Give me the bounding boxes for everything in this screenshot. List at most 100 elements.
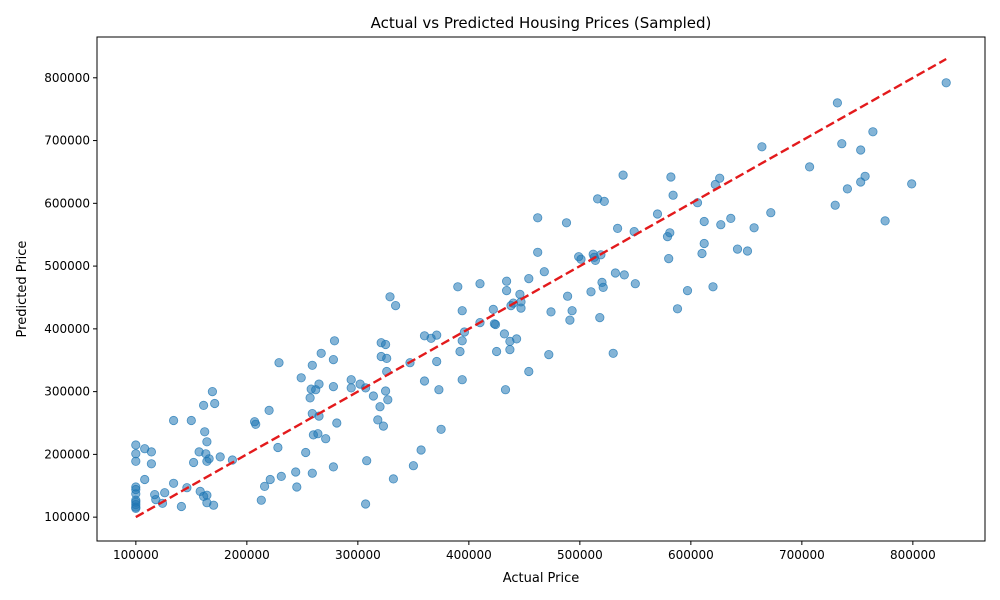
data-point xyxy=(586,287,596,297)
data-point xyxy=(490,319,501,330)
data-point xyxy=(699,238,709,249)
data-point xyxy=(329,336,340,346)
data-point xyxy=(666,172,676,182)
x-tick-label: 700000 xyxy=(779,548,825,562)
data-point xyxy=(672,304,683,314)
data-point xyxy=(610,268,621,278)
data-point xyxy=(488,304,498,314)
data-point xyxy=(328,462,338,472)
data-point xyxy=(880,216,890,226)
data-point xyxy=(682,285,693,296)
data-point xyxy=(189,457,199,468)
data-point xyxy=(664,254,674,264)
data-point xyxy=(842,184,853,194)
data-point xyxy=(169,415,179,426)
data-point xyxy=(301,447,311,458)
data-point xyxy=(308,430,318,440)
data-point xyxy=(378,421,388,431)
data-point xyxy=(598,282,608,292)
data-point xyxy=(434,385,444,395)
data-point xyxy=(567,306,577,316)
data-point xyxy=(662,232,673,242)
data-point xyxy=(562,291,573,301)
data-point xyxy=(373,415,383,425)
y-tick-label: 800000 xyxy=(44,71,90,85)
data-point xyxy=(382,353,392,363)
data-point xyxy=(491,346,502,357)
data-point xyxy=(766,208,776,218)
data-point xyxy=(524,366,534,377)
y-tick-label: 700000 xyxy=(44,134,90,148)
data-point xyxy=(726,213,736,223)
data-point xyxy=(742,246,753,256)
data-point xyxy=(837,139,847,149)
data-point xyxy=(362,456,372,466)
reference-line xyxy=(135,57,947,519)
data-point xyxy=(907,179,917,189)
x-tick-label: 100000 xyxy=(113,548,159,562)
data-point xyxy=(599,196,609,206)
data-point xyxy=(328,381,338,392)
y-tick-label: 100000 xyxy=(44,510,90,524)
data-point xyxy=(375,402,385,412)
x-tick-label: 800000 xyxy=(890,548,936,562)
data-point xyxy=(856,177,866,187)
x-tick-label: 600000 xyxy=(668,548,714,562)
y-tick-label: 200000 xyxy=(44,447,90,461)
y-axis-ticks: 100000 200000 300000 400000 500000 600000 7000… xyxy=(44,71,97,524)
data-point xyxy=(804,162,815,172)
data-point xyxy=(561,218,572,228)
data-point xyxy=(276,471,286,481)
data-point xyxy=(941,78,951,88)
data-point xyxy=(668,190,678,200)
data-point xyxy=(200,427,210,437)
data-point xyxy=(576,254,586,264)
data-point xyxy=(608,348,618,358)
y-tick-label: 400000 xyxy=(44,322,90,336)
data-point xyxy=(544,349,554,360)
data-point xyxy=(305,393,315,403)
data-point xyxy=(176,501,186,512)
data-point xyxy=(715,173,725,183)
y-tick-label: 600000 xyxy=(44,196,90,210)
data-point xyxy=(457,375,467,385)
data-point xyxy=(595,312,605,323)
data-point xyxy=(146,447,156,457)
data-point xyxy=(368,391,378,401)
plot-frame xyxy=(96,36,986,542)
data-point xyxy=(436,424,446,434)
data-point xyxy=(524,273,534,284)
y-tick-label: 500000 xyxy=(44,259,90,273)
data-point xyxy=(385,292,395,302)
data-point xyxy=(618,170,628,180)
data-point xyxy=(457,306,467,316)
data-point xyxy=(453,282,463,292)
y-axis-label: Predicted Price xyxy=(15,241,30,338)
data-point xyxy=(321,434,331,444)
data-point xyxy=(186,415,196,426)
chart-title: Actual vs Predicted Housing Prices (Samp… xyxy=(371,14,712,32)
data-point xyxy=(652,209,663,219)
data-point xyxy=(516,303,526,313)
data-point xyxy=(131,456,141,466)
data-point xyxy=(416,445,426,455)
data-point xyxy=(612,223,623,233)
data-point xyxy=(565,315,575,325)
data-point xyxy=(716,220,726,230)
data-point xyxy=(307,360,317,370)
data-point xyxy=(856,145,866,155)
data-point xyxy=(457,336,467,346)
data-point xyxy=(499,329,509,339)
x-tick-label: 500000 xyxy=(557,548,603,562)
data-point xyxy=(209,500,219,510)
data-point xyxy=(307,468,317,478)
data-point xyxy=(360,499,371,509)
data-point xyxy=(390,300,401,311)
data-point xyxy=(346,383,356,393)
data-point xyxy=(311,385,321,395)
data-point xyxy=(388,474,398,484)
data-point xyxy=(475,279,485,289)
data-point xyxy=(426,333,436,343)
x-axis-ticks: 100000 200000 300000 400000 500000 600000 7000… xyxy=(113,541,936,562)
data-point xyxy=(749,223,759,233)
